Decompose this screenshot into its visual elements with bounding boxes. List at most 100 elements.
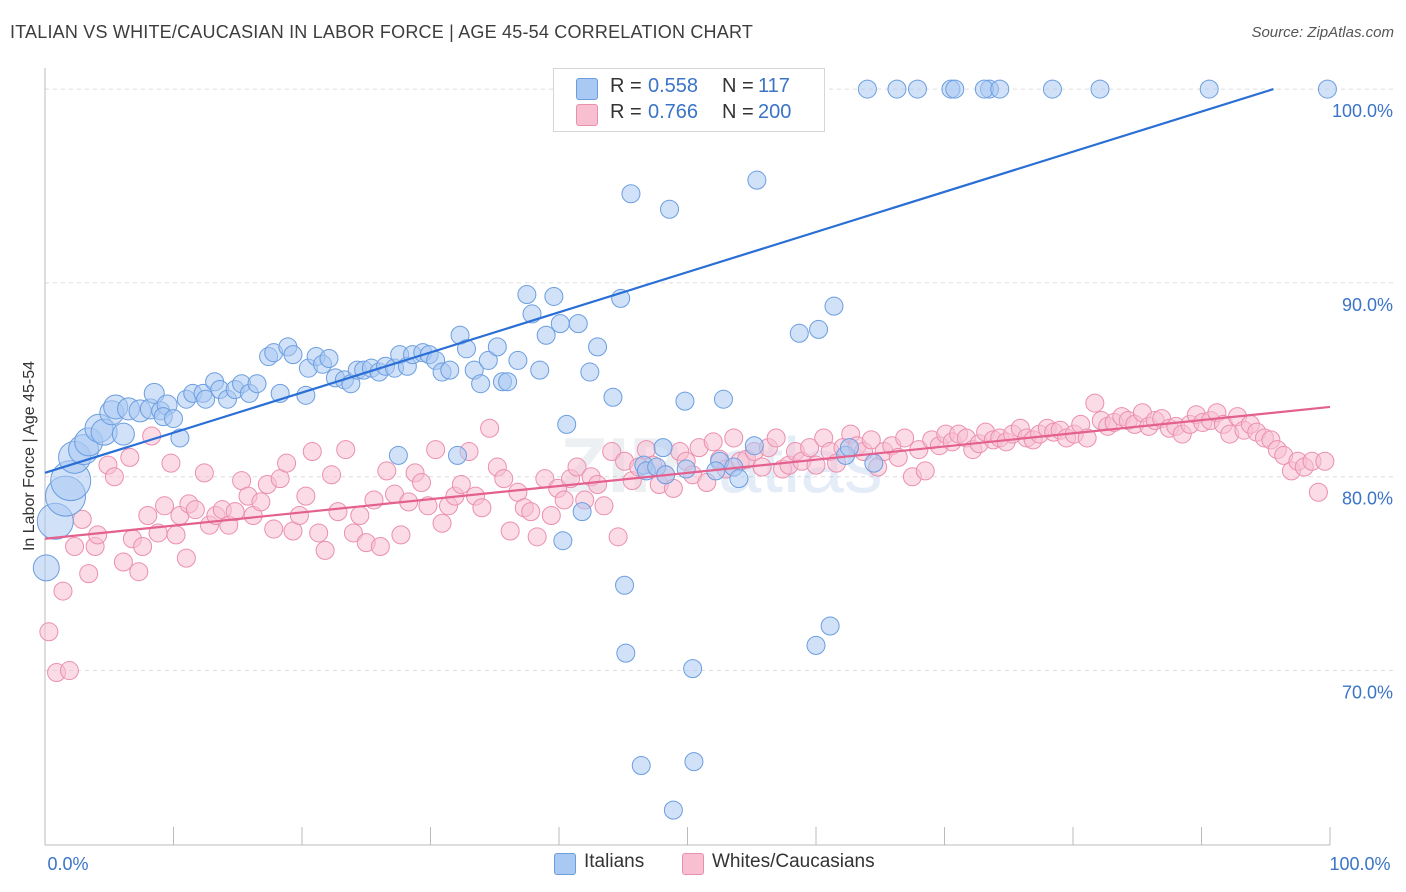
x-tick-label: 0.0% xyxy=(47,854,88,874)
italians-point xyxy=(663,800,683,820)
legend-swatch-blue xyxy=(554,853,576,875)
whites-point xyxy=(155,496,175,516)
italians-point xyxy=(487,337,507,357)
italians-point xyxy=(283,345,303,365)
italians-point xyxy=(747,170,767,190)
series-legend: Italians Whites/Caucasians xyxy=(0,851,1406,879)
italians-point xyxy=(580,362,600,382)
italians-point xyxy=(990,79,1010,99)
italians-point xyxy=(789,323,809,343)
italians-point xyxy=(824,296,844,316)
whites-point xyxy=(65,537,85,557)
legend-swatch-blue xyxy=(576,78,598,100)
italians-point xyxy=(1199,79,1219,99)
whites-point xyxy=(521,502,541,522)
italians-point xyxy=(170,428,190,448)
italians-point xyxy=(631,756,651,776)
italians-point xyxy=(517,285,537,305)
legend-n-label: N = xyxy=(722,101,754,123)
whites-point xyxy=(426,440,446,460)
legend-r-value: 0.766 xyxy=(648,101,699,123)
whites-point xyxy=(120,447,140,467)
whites-point xyxy=(296,486,316,506)
italians-point xyxy=(471,374,491,394)
whites-trend-line xyxy=(44,405,1331,540)
italians-point xyxy=(557,414,577,434)
italians-point xyxy=(864,453,884,473)
legend-swatch-pink xyxy=(682,853,704,875)
whites-point xyxy=(1077,428,1097,448)
italians-point xyxy=(744,436,764,456)
italians-point xyxy=(196,389,216,409)
whites-point xyxy=(328,502,348,522)
whites-point xyxy=(166,525,186,545)
whites-point xyxy=(315,540,335,560)
italians-point xyxy=(945,79,965,99)
italians-point xyxy=(1317,79,1337,99)
italians-point xyxy=(440,360,460,380)
whites-point xyxy=(161,453,181,473)
whites-point xyxy=(412,473,432,493)
whites-point xyxy=(59,661,79,681)
whites-point xyxy=(594,496,614,516)
legend-n-value: 200 xyxy=(758,101,792,123)
italians-point xyxy=(839,438,859,458)
italians-point xyxy=(621,184,641,204)
legend-label-whites: Whites/Caucasians xyxy=(712,851,875,872)
whites-point xyxy=(176,548,196,568)
whites-point xyxy=(588,474,608,494)
axes xyxy=(44,68,1331,846)
whites-point xyxy=(289,505,309,525)
whites-point xyxy=(391,525,411,545)
italians-point xyxy=(572,502,592,522)
trend-lines xyxy=(44,88,1331,540)
italians-point xyxy=(319,348,339,368)
italians-point xyxy=(530,360,550,380)
whites-point xyxy=(752,457,772,477)
whites-point xyxy=(53,581,73,601)
whites-point xyxy=(724,428,744,448)
legend-n-value: 117 xyxy=(758,75,790,97)
whites-point xyxy=(104,467,124,487)
italians-point xyxy=(806,635,826,655)
x-tick-label: 100.0% xyxy=(1329,854,1390,874)
whites-point xyxy=(277,453,297,473)
italians-point xyxy=(616,643,636,663)
whites-point xyxy=(915,461,935,481)
italians-point xyxy=(603,387,623,407)
italians-point xyxy=(544,286,564,306)
series-italians-points xyxy=(32,79,1337,820)
whites-point xyxy=(1085,393,1105,413)
italians-point xyxy=(908,79,928,99)
italians-point xyxy=(887,79,907,99)
legend-n-label: N = xyxy=(722,75,754,97)
whites-point xyxy=(343,523,363,543)
whites-point xyxy=(527,527,547,547)
italians-point xyxy=(456,339,476,359)
italians-point xyxy=(820,616,840,636)
legend-label-italians: Italians xyxy=(584,851,645,872)
italians-point xyxy=(653,438,673,458)
whites-point xyxy=(350,505,370,525)
italians-point xyxy=(164,409,183,429)
whites-point xyxy=(194,463,214,483)
italians-point xyxy=(508,350,528,370)
whites-point xyxy=(480,418,500,438)
whites-point xyxy=(500,521,520,541)
whites-point xyxy=(251,492,271,512)
italians-trend-line xyxy=(44,88,1274,474)
legend-r-label: R = xyxy=(610,75,642,97)
italians-point xyxy=(675,391,695,411)
whites-point xyxy=(888,447,908,467)
y-axis-label: In Labor Force | Age 45-54 xyxy=(21,361,38,551)
italians-point xyxy=(388,445,408,465)
whites-point xyxy=(138,505,158,525)
whites-point xyxy=(79,564,99,584)
y-tick-label: 90.0% xyxy=(1342,295,1393,315)
whites-point xyxy=(264,519,284,539)
whites-point xyxy=(336,440,356,460)
whites-point xyxy=(602,442,622,462)
italians-point xyxy=(676,459,696,479)
legend-r-label: R = xyxy=(610,101,642,123)
legend-swatch-pink xyxy=(576,104,598,126)
